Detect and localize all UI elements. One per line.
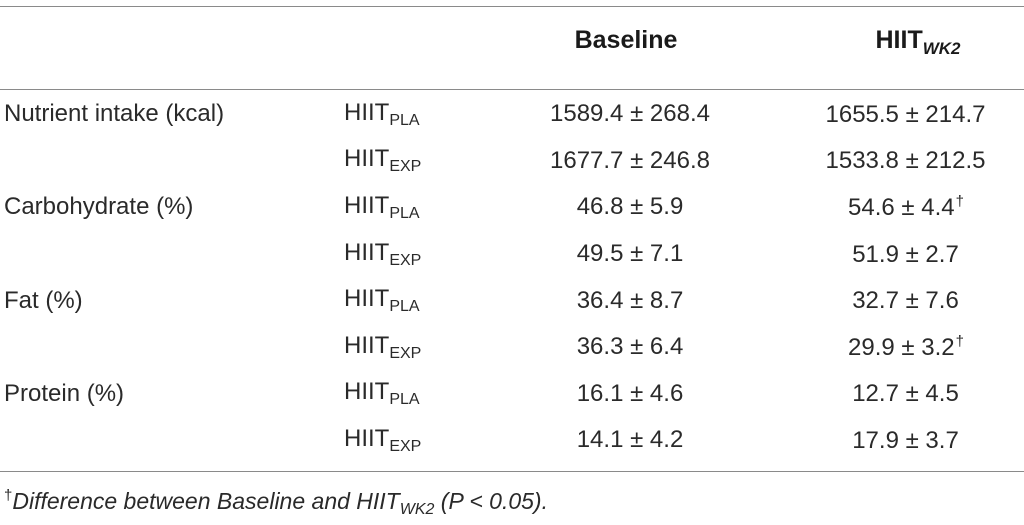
group-main: HIIT — [344, 331, 390, 359]
hiit-value: 17.9 ± 3.7 — [852, 426, 959, 454]
footnote-sub: WK2 — [399, 501, 435, 518]
group-label: HIITEXP — [344, 417, 472, 464]
table-row: HIITEXP 36.3 ± 6.4 29.9 ± 3.2† — [0, 324, 1024, 371]
footnote-tail: (P < 0.05). — [434, 488, 548, 514]
group-main: HIIT — [344, 191, 390, 219]
hiit-value: 54.6 ± 4.4 — [848, 193, 955, 221]
group-main: HIIT — [344, 378, 390, 406]
table-body: Nutrient intake (kcal) HIITPLA 1589.4 ± … — [0, 91, 1024, 464]
footnote-mark: † — [4, 487, 13, 504]
baseline-value: 36.4 ± 8.7 — [576, 286, 684, 314]
column-header-hiit-sub: WK2 — [922, 39, 961, 58]
table-row: HIITEXP 49.5 ± 7.1 51.9 ± 2.7 — [0, 231, 1024, 278]
group-sub: EXP — [389, 158, 422, 176]
hiit-value: 29.9 ± 3.2 — [848, 333, 955, 361]
group-label: HIITPLA — [344, 184, 472, 231]
table-row: HIITEXP 14.1 ± 4.2 17.9 ± 3.7 — [0, 417, 1024, 464]
group-main: HIIT — [344, 98, 390, 126]
hiit-value-cell: 1533.8 ± 212.5 — [788, 138, 1024, 185]
column-header-baseline: Baseline — [574, 26, 678, 54]
column-header-hiit-wk2: HIITWK2 — [876, 26, 961, 59]
group-main: HIIT — [344, 424, 390, 452]
table-footnote: †Difference between Baseline and HIITWK2… — [4, 487, 548, 519]
nutrient-label: Carbohydrate (%) — [4, 193, 194, 221]
group-main: HIIT — [344, 285, 390, 313]
hiit-value: 1533.8 ± 212.5 — [825, 147, 986, 175]
group-sub: PLA — [389, 111, 420, 129]
hiit-value-cell: 29.9 ± 3.2† — [788, 324, 1024, 371]
hiit-value: 32.7 ± 7.6 — [852, 287, 959, 315]
table-row: HIITEXP 1677.7 ± 246.8 1533.8 ± 212.5 — [0, 138, 1024, 185]
hiit-value: 51.9 ± 2.7 — [852, 240, 959, 268]
baseline-value: 14.1 ± 4.2 — [576, 426, 684, 454]
nutrient-label — [0, 417, 344, 464]
nutrient-label — [0, 324, 344, 371]
baseline-value: 49.5 ± 7.1 — [576, 240, 684, 268]
table-row: Fat (%) HIITPLA 36.4 ± 8.7 32.7 ± 7.6 — [0, 277, 1024, 324]
nutrient-label: Protein (%) — [4, 379, 125, 407]
table-row: Carbohydrate (%) HIITPLA 46.8 ± 5.9 54.6… — [0, 184, 1024, 231]
nutrient-label — [0, 231, 344, 278]
group-label: HIITPLA — [344, 277, 472, 324]
group-label: HIITEXP — [344, 138, 472, 185]
baseline-value: 1589.4 ± 268.4 — [550, 100, 710, 128]
nutrient-label — [0, 138, 344, 185]
hiit-value-cell: 12.7 ± 4.5 — [788, 371, 1024, 418]
significance-mark: † — [955, 332, 964, 350]
data-table: Nutrient intake (kcal) HIITPLA 1589.4 ± … — [0, 91, 1024, 464]
hiit-value-cell: 32.7 ± 7.6 — [788, 277, 1024, 324]
hiit-value: 12.7 ± 4.5 — [852, 380, 959, 408]
baseline-value: 1677.7 ± 246.8 — [550, 146, 710, 174]
group-sub: EXP — [389, 344, 422, 362]
table-row: Nutrient intake (kcal) HIITPLA 1589.4 ± … — [0, 91, 1024, 138]
significance-mark: † — [955, 192, 964, 210]
group-sub: EXP — [389, 437, 422, 455]
group-main: HIIT — [344, 145, 390, 173]
group-main: HIIT — [344, 238, 390, 266]
table-top-rule — [0, 6, 1024, 7]
hiit-value-cell: 17.9 ± 3.7 — [788, 417, 1024, 464]
group-sub: PLA — [389, 391, 420, 409]
nutrient-label: Nutrient intake (kcal) — [4, 100, 225, 128]
hiit-value-cell: 51.9 ± 2.7 — [788, 231, 1024, 278]
group-sub: PLA — [389, 298, 420, 316]
baseline-value: 36.3 ± 6.4 — [576, 333, 684, 361]
column-header-hiit-main: HIIT — [875, 26, 923, 54]
nutrient-label: Fat (%) — [4, 286, 83, 314]
footnote-text: Difference between Baseline and HIIT — [12, 488, 400, 514]
group-label: HIITEXP — [344, 324, 472, 371]
group-label: HIITEXP — [344, 231, 472, 278]
table-header-rule — [0, 89, 1024, 90]
group-label: HIITPLA — [344, 371, 472, 418]
hiit-value-cell: 1655.5 ± 214.7 — [788, 91, 1024, 138]
table-row: Protein (%) HIITPLA 16.1 ± 4.6 12.7 ± 4.… — [0, 371, 1024, 418]
table-bottom-rule — [0, 471, 1024, 472]
baseline-value: 16.1 ± 4.6 — [576, 379, 684, 407]
group-sub: EXP — [389, 251, 422, 269]
baseline-value: 46.8 ± 5.9 — [576, 193, 684, 221]
group-sub: PLA — [389, 204, 420, 222]
hiit-value-cell: 54.6 ± 4.4† — [788, 184, 1024, 231]
hiit-value: 1655.5 ± 214.7 — [825, 100, 986, 128]
group-label: HIITPLA — [344, 91, 472, 138]
